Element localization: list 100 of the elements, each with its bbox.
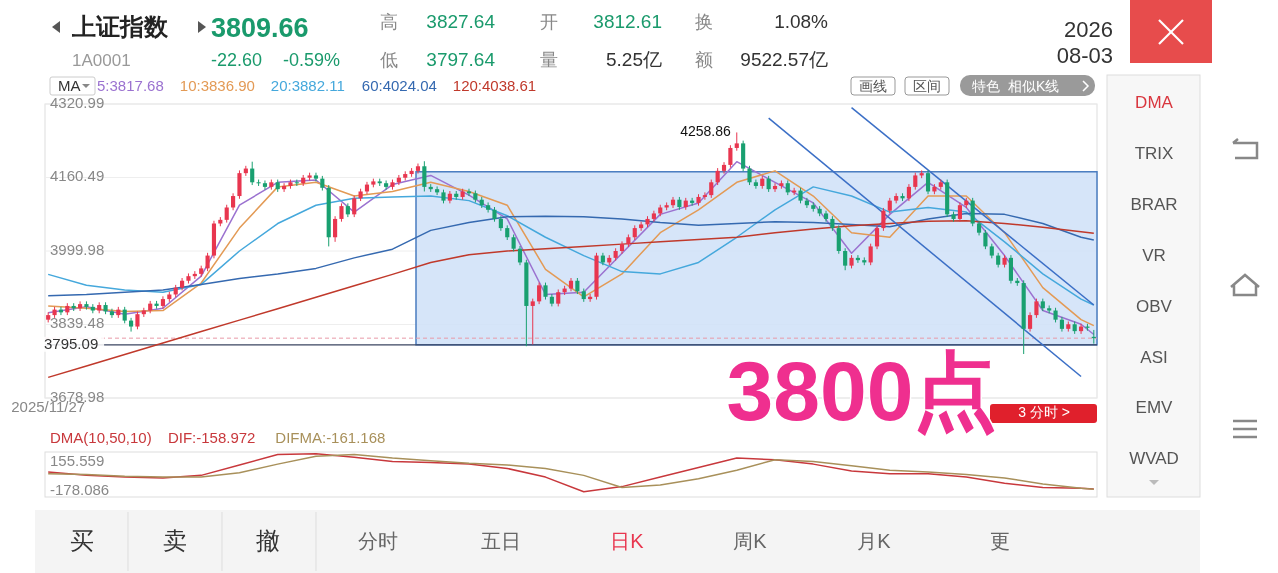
y-tick-label: 155.559 <box>50 451 105 469</box>
text: 60:4024.04 <box>361 77 437 94</box>
text: OBV <box>1136 297 1173 316</box>
text: 2026 <box>1064 17 1113 42</box>
candlestick <box>415 163 421 175</box>
candlestick <box>836 224 841 255</box>
candlestick <box>747 165 752 186</box>
candlestick <box>129 317 134 333</box>
text: 3809.66 <box>211 13 309 43</box>
text: 10:3836.90 <box>179 77 255 94</box>
text: 分时 <box>358 530 398 552</box>
text: TRIX <box>1134 144 1174 163</box>
text: DMA <box>1135 93 1174 112</box>
text: 特色 <box>972 78 1000 94</box>
candlestick <box>486 201 491 214</box>
text: 1A0001 <box>72 51 131 70</box>
y-tick-label: 3839.48 <box>50 314 105 332</box>
candlestick <box>205 252 210 272</box>
candlestick <box>77 300 83 312</box>
chart-title: DMA(10,50,10) <box>50 429 152 446</box>
y-tick-label: -178.086 <box>50 480 110 498</box>
candlestick <box>1034 298 1039 319</box>
candlestick <box>983 229 988 250</box>
candlestick <box>843 247 848 271</box>
text: 日K <box>610 530 645 552</box>
candlestick <box>262 179 268 191</box>
candlestick <box>702 191 707 201</box>
candlestick <box>619 240 625 255</box>
text: 1.08% <box>774 11 829 32</box>
text: 卖 <box>163 527 187 554</box>
text: 买 <box>70 527 94 554</box>
candlestick <box>772 182 778 193</box>
candlestick <box>109 308 115 319</box>
ref-line-label: 3795.09 <box>44 334 99 352</box>
annotation: 3800点 <box>726 344 998 438</box>
text: ASI <box>1140 348 1168 367</box>
candlestick <box>237 169 242 200</box>
text: 相似K线 <box>1008 78 1060 94</box>
text: 低 <box>380 50 398 70</box>
candlestick <box>339 202 344 223</box>
candlestick <box>435 185 440 196</box>
series-label: DIF:-158.972 <box>167 429 256 446</box>
text: 额 <box>695 50 713 70</box>
text: 更 <box>990 530 1010 552</box>
annotation: 4258.86 <box>680 123 731 140</box>
candlestick <box>881 207 886 232</box>
text: 20:3882.11 <box>270 77 345 94</box>
text: 08-03 <box>1056 43 1113 68</box>
candlestick <box>466 188 472 197</box>
text: MA <box>58 77 81 94</box>
text: VR <box>1142 246 1166 265</box>
candlestick <box>823 210 829 223</box>
text: 周K <box>733 530 768 552</box>
candlestick <box>970 197 975 227</box>
candlestick <box>957 201 962 223</box>
candlestick <box>639 221 644 232</box>
y-tick-label: 4320.99 <box>50 93 105 111</box>
candlestick <box>721 161 727 175</box>
y-tick-label: 4160.49 <box>50 167 105 185</box>
candlestick <box>352 195 357 218</box>
text: 画线 <box>859 78 887 94</box>
text: 换 <box>695 12 713 32</box>
candlestick <box>734 131 739 152</box>
candlestick <box>651 210 656 223</box>
text: -0.59% <box>283 50 341 70</box>
candlestick <box>384 179 389 191</box>
candlestick <box>530 298 535 345</box>
text: 3812.61 <box>593 11 662 32</box>
candlestick <box>925 169 931 195</box>
y-tick-label: 3999.98 <box>50 240 105 258</box>
text: 9522.57亿 <box>740 49 828 70</box>
candlestick <box>160 295 166 310</box>
text: 开 <box>540 12 558 32</box>
candlestick <box>753 179 758 190</box>
text: 高 <box>380 12 398 32</box>
candlestick <box>709 179 714 199</box>
text: 3 分时 > <box>1018 404 1070 420</box>
text: 5.25亿 <box>606 49 662 70</box>
text: EMV <box>1135 398 1174 417</box>
candlestick <box>282 182 287 193</box>
text: BRAR <box>1130 195 1178 214</box>
line-series <box>47 186 1095 306</box>
text: 撤 <box>256 527 280 554</box>
text: 3827.64 <box>426 11 496 32</box>
text: 120:4038.61 <box>452 77 537 94</box>
text: -22.60 <box>211 50 263 70</box>
candlestick <box>422 160 427 192</box>
series-label: DIFMA:-161.168 <box>275 429 386 446</box>
candlestick <box>517 245 523 266</box>
text: 区间 <box>913 78 941 94</box>
candlestick <box>728 144 733 169</box>
candlestick <box>1027 311 1033 333</box>
text: 量 <box>540 50 558 70</box>
line-series <box>47 212 1095 297</box>
text: 5:3817.68 <box>97 77 164 94</box>
candlestick <box>874 224 880 250</box>
candlestick <box>868 243 873 266</box>
text: 上证指数 <box>71 13 169 40</box>
candlestick <box>537 282 542 305</box>
text: WVAD <box>1129 449 1179 468</box>
